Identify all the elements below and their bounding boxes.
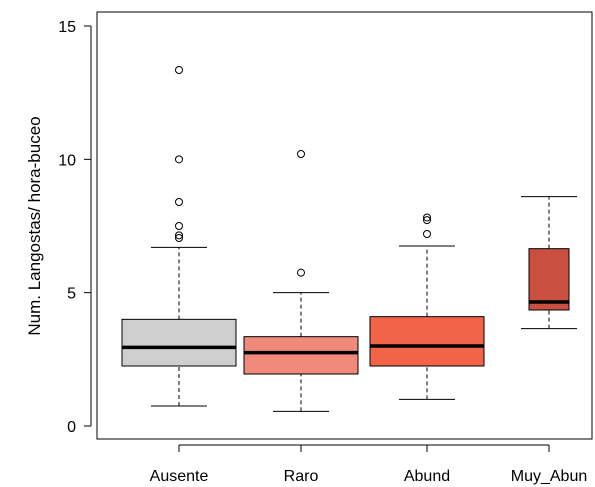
box-group-raro [243, 150, 359, 412]
x-axis: Ausente Raro Abund Muy_Abun [150, 444, 588, 485]
box-iqr [369, 316, 485, 367]
boxes [121, 66, 577, 412]
y-tick-label: 0 [67, 419, 76, 436]
outlier-point [297, 150, 305, 158]
outlier-point [175, 234, 183, 242]
y-axis-label: Num. Langostas/ hora-buceo [25, 116, 44, 335]
box-iqr [528, 248, 570, 311]
x-tick-label-raro: Raro [284, 468, 319, 485]
box-group-ausente [121, 66, 237, 407]
plot-frame [96, 11, 593, 440]
y-tick-label: 15 [58, 19, 76, 36]
outlier-point [175, 222, 183, 230]
outlier-point [175, 66, 183, 74]
outlier-point [423, 230, 431, 238]
y-tick-label: 5 [67, 286, 76, 303]
outlier-point [175, 155, 183, 164]
box-group-muy_abun [521, 196, 577, 330]
x-tick-label-abund: Abund [404, 468, 450, 485]
outlier-point [175, 198, 183, 206]
x-tick-label-ausente: Ausente [150, 468, 209, 485]
outlier-point [423, 216, 431, 225]
box-iqr [121, 318, 237, 367]
y-axis: 0 5 10 15 [58, 19, 92, 436]
outlier-point [423, 213, 431, 222]
x-tick-label-muy_abun: Muy_Abun [511, 468, 588, 485]
outlier-point [175, 231, 183, 240]
outlier-point [297, 268, 305, 277]
box-group-abund [369, 213, 485, 400]
y-tick-label: 10 [58, 152, 76, 169]
box-iqr [243, 336, 359, 375]
